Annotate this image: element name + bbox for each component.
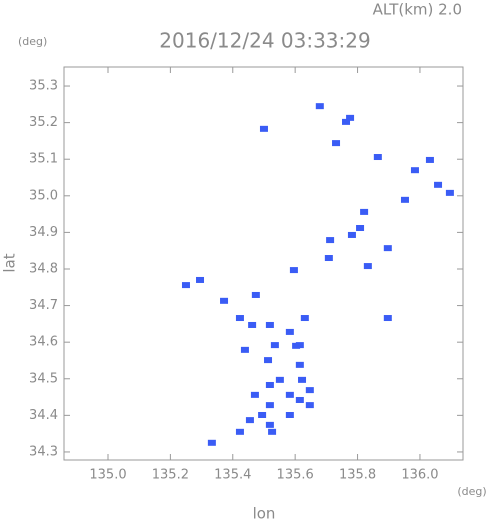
x-tick-label: 135.4 bbox=[214, 468, 251, 483]
x-tick-label: 135.2 bbox=[152, 468, 189, 483]
echo-cell bbox=[259, 125, 268, 132]
y-tick-label: 34.3 bbox=[29, 444, 58, 459]
altitude-label: ALT(km) 2.0 bbox=[373, 1, 462, 19]
echo-cell bbox=[285, 411, 294, 418]
echo-cell bbox=[181, 282, 190, 289]
echo-cell bbox=[305, 402, 314, 409]
x-tick-label: 135.6 bbox=[277, 468, 314, 483]
echo-cell bbox=[220, 297, 229, 304]
x-unit: (deg) bbox=[457, 485, 486, 498]
echo-cell bbox=[265, 402, 274, 409]
y-tick-label: 34.6 bbox=[29, 335, 58, 350]
echo-cell bbox=[324, 255, 333, 262]
echo-cell bbox=[373, 154, 382, 161]
echo-cell bbox=[298, 376, 307, 383]
y-tick-label: 34.7 bbox=[29, 298, 58, 313]
echo-cell bbox=[356, 225, 365, 232]
echo-cell bbox=[315, 103, 324, 110]
echo-cell bbox=[265, 421, 274, 428]
echo-cell bbox=[445, 189, 454, 196]
echo-cell bbox=[235, 428, 244, 435]
echo-cell bbox=[258, 411, 267, 418]
echo-cell bbox=[251, 291, 260, 298]
y-tick-label: 35.3 bbox=[29, 79, 58, 94]
echo-cell bbox=[342, 118, 351, 125]
echo-cell bbox=[434, 181, 443, 188]
echo-cell bbox=[346, 114, 355, 121]
echo-cell bbox=[326, 237, 335, 244]
chart-title: 2016/12/24 03:33:29 bbox=[159, 29, 370, 53]
y-tick-label: 35.0 bbox=[29, 188, 58, 203]
echo-cell bbox=[245, 417, 254, 424]
echo-cell bbox=[295, 361, 304, 368]
y-tick-label: 35.2 bbox=[29, 115, 58, 130]
echo-cell bbox=[285, 391, 294, 398]
plot-frame bbox=[63, 66, 464, 461]
echo-cell bbox=[305, 387, 314, 394]
echo-cell bbox=[332, 140, 341, 147]
echo-cell bbox=[363, 263, 372, 270]
echo-cell bbox=[295, 396, 304, 403]
echo-cell bbox=[240, 346, 249, 353]
echo-cell bbox=[248, 321, 257, 328]
y-tick-label: 35.1 bbox=[29, 152, 58, 167]
echo-cell bbox=[265, 321, 274, 328]
x-tick-label: 136.0 bbox=[401, 468, 438, 483]
echo-cell bbox=[275, 376, 284, 383]
echo-cell bbox=[400, 196, 409, 203]
y-axis-title: lat bbox=[1, 253, 19, 272]
echo-cell bbox=[383, 245, 392, 252]
echo-cell bbox=[289, 267, 298, 274]
echo-cell bbox=[383, 315, 392, 322]
echo-cell bbox=[360, 208, 369, 215]
y-tick-label: 34.5 bbox=[29, 371, 58, 386]
echo-cell bbox=[300, 315, 309, 322]
y-tick-label: 34.8 bbox=[29, 261, 58, 276]
echo-cell bbox=[268, 428, 277, 435]
x-axis-title: lon bbox=[253, 505, 276, 521]
echo-cell bbox=[196, 276, 205, 283]
echo-cell bbox=[235, 315, 244, 322]
y-tick-label: 34.9 bbox=[29, 225, 58, 240]
echo-cell bbox=[270, 342, 279, 349]
y-unit: (deg) bbox=[18, 35, 47, 48]
echo-cell bbox=[264, 357, 273, 364]
echo-cell bbox=[410, 167, 419, 174]
y-tick-label: 34.4 bbox=[29, 408, 58, 423]
echo-cell bbox=[347, 231, 356, 238]
echo-cell bbox=[425, 156, 434, 163]
echo-cell bbox=[285, 328, 294, 335]
x-tick-label: 135.8 bbox=[339, 468, 376, 483]
x-tick-label: 135.0 bbox=[89, 468, 126, 483]
echo-cell bbox=[292, 342, 301, 349]
echo-cell bbox=[265, 381, 274, 388]
echo-cell bbox=[250, 391, 259, 398]
echo-cell bbox=[207, 439, 216, 446]
